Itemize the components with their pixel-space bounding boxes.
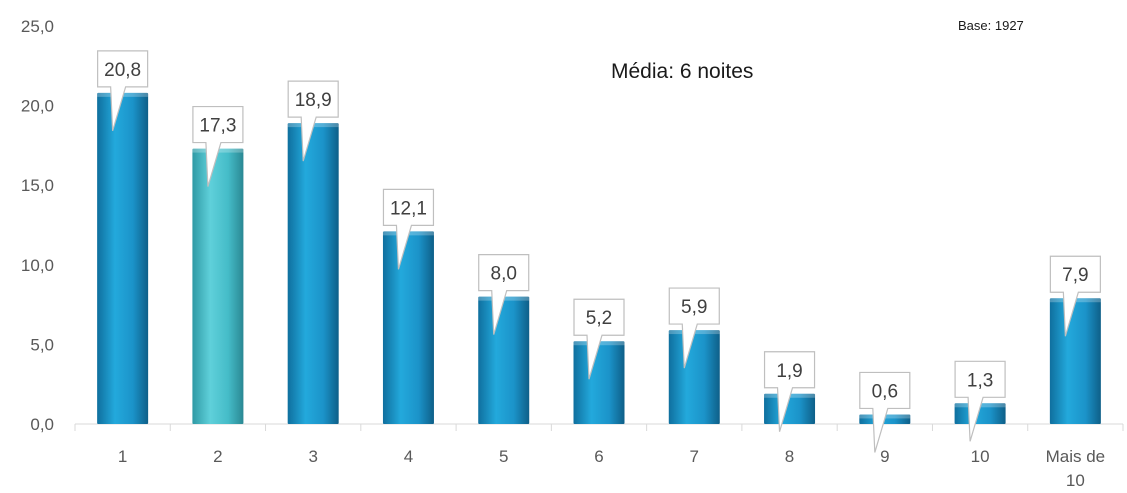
data-label-callout [668,287,720,369]
x-tick-label: 4 [404,447,413,466]
data-label: 17,3 [199,116,236,137]
x-tick-label: Mais de 10 [1046,447,1106,490]
bar [764,393,816,424]
data-label: 12,1 [390,198,427,219]
bar [573,341,625,424]
data-label: 5,2 [586,308,612,329]
data-label-callout [859,371,911,453]
x-tick-label: 3 [308,447,317,466]
data-label: 1,9 [776,361,802,382]
bar [954,403,1006,424]
data-label: 18,9 [295,90,332,111]
y-tick-label: 20,0 [21,97,54,116]
y-axis: 0,0 5,0 10,0 15,0 20,0 25,0 [21,17,54,434]
data-label: 8,0 [491,264,517,285]
data-label: 5,9 [681,297,707,318]
data-label-callout [97,50,149,132]
data-label-callout [478,254,530,335]
data-label: 0,6 [872,381,898,402]
bar [478,296,530,424]
x-tick-label: 7 [690,447,699,466]
bars [97,92,1101,425]
y-tick-label: 25,0 [21,17,54,36]
media-annotation: Média: 6 noites [611,60,754,83]
x-tick-label: 10 [971,447,990,466]
x-tick-label: 9 [880,447,889,466]
bar [192,148,244,425]
y-tick-label: 15,0 [21,176,54,195]
bar [382,231,434,424]
y-tick-label: 10,0 [21,256,54,275]
bar [1049,298,1101,424]
data-label-callout [192,105,244,187]
base-annotation: Base: 1927 [958,18,1024,33]
bar [287,123,339,424]
data-label-callout [1049,255,1101,337]
data-label: 7,9 [1062,265,1088,286]
x-tick-label: 8 [785,447,794,466]
bar [97,92,149,424]
x-tick-label: 5 [499,447,508,466]
y-tick-label: 0,0 [30,415,54,434]
x-axis: 1 2 3 4 5 6 7 8 9 10 Mais de 10 [74,423,1124,490]
x-tick-label: 6 [594,447,603,466]
data-label-callout [763,351,816,432]
data-label-callout [573,298,625,380]
data-label-callout [954,360,1006,442]
data-label: 1,3 [967,370,993,391]
bar [668,330,720,424]
data-label: 20,8 [104,60,141,81]
x-tick-label: 1 [118,447,127,466]
x-tick-label: 2 [213,447,222,466]
data-label-callout [382,188,435,270]
y-tick-label: 5,0 [30,335,54,354]
data-label-callout [287,80,339,162]
data-labels: 20,8 17,3 18,9 12,1 8,0 5,2 5,9 1,9 0,6 1,3 7,9 [97,50,1101,453]
